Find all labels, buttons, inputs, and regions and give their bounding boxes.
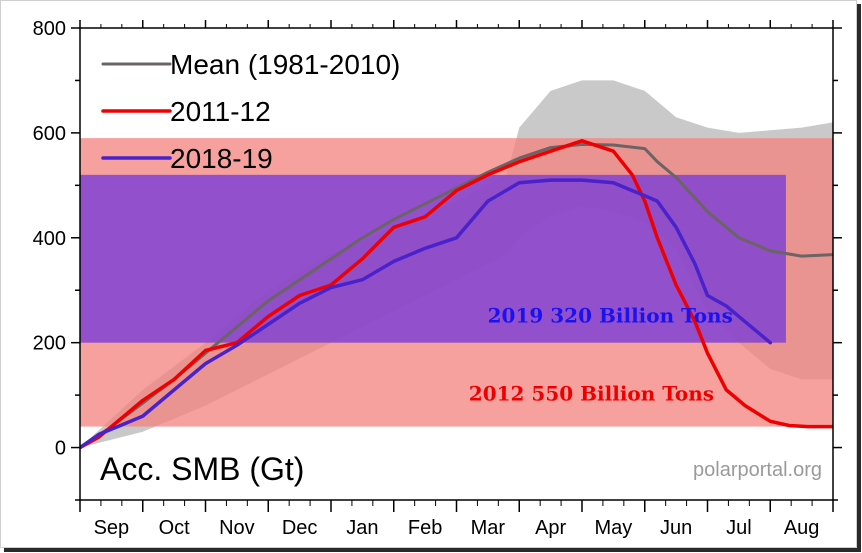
y-tick-label: 600	[33, 123, 66, 145]
series-layer	[80, 139, 833, 450]
legend: Mean (1981-2010) 2011-12 2018-19	[101, 49, 400, 174]
x-tick-label: May	[594, 517, 632, 539]
s2019-line	[80, 178, 773, 450]
legend-label-mean: Mean (1981-2010)	[170, 49, 400, 80]
axes-layer: 0 200 400 600 800 Sep Oct Nov Dec Jan Feb Mar Apr May…	[33, 18, 842, 539]
x-tick-label: Mar	[471, 517, 506, 539]
legend-label-s2019: 2018-19	[170, 143, 273, 174]
y-tick-label: 200	[33, 333, 66, 355]
legend-label-s2012: 2011-12	[170, 96, 271, 127]
annotation-layer: 2019 320 Billion Tons 2012 550 Billion To…	[469, 304, 733, 406]
x-tick-label: Oct	[159, 517, 191, 539]
x-tick-label: Jun	[660, 517, 692, 539]
y-axis-label: Acc. SMB (Gt)	[100, 451, 304, 487]
anno2012-annotation: 2012 550 Billion Tons	[469, 381, 714, 405]
source-label: polarportal.org	[693, 459, 822, 481]
x-tick-label: Nov	[219, 517, 255, 539]
x-tick-label: Jan	[346, 517, 378, 539]
y-tick-label: 800	[33, 18, 66, 40]
band-layer	[80, 138, 833, 427]
x-tick-label: Aug	[784, 517, 820, 539]
x-tick-label: Feb	[408, 517, 442, 539]
y-tick-label: 400	[33, 228, 66, 250]
band2019-rect	[80, 174, 786, 343]
x-tick-label: Dec	[282, 517, 318, 539]
x-tick-label: Sep	[94, 517, 130, 539]
anno2019-annotation: 2019 320 Billion Tons	[488, 304, 733, 328]
y-tick-label: 0	[55, 438, 66, 460]
s2012-line	[80, 139, 833, 450]
x-tick-label: Apr	[535, 517, 566, 539]
x-tick-label: Jul	[726, 517, 752, 539]
